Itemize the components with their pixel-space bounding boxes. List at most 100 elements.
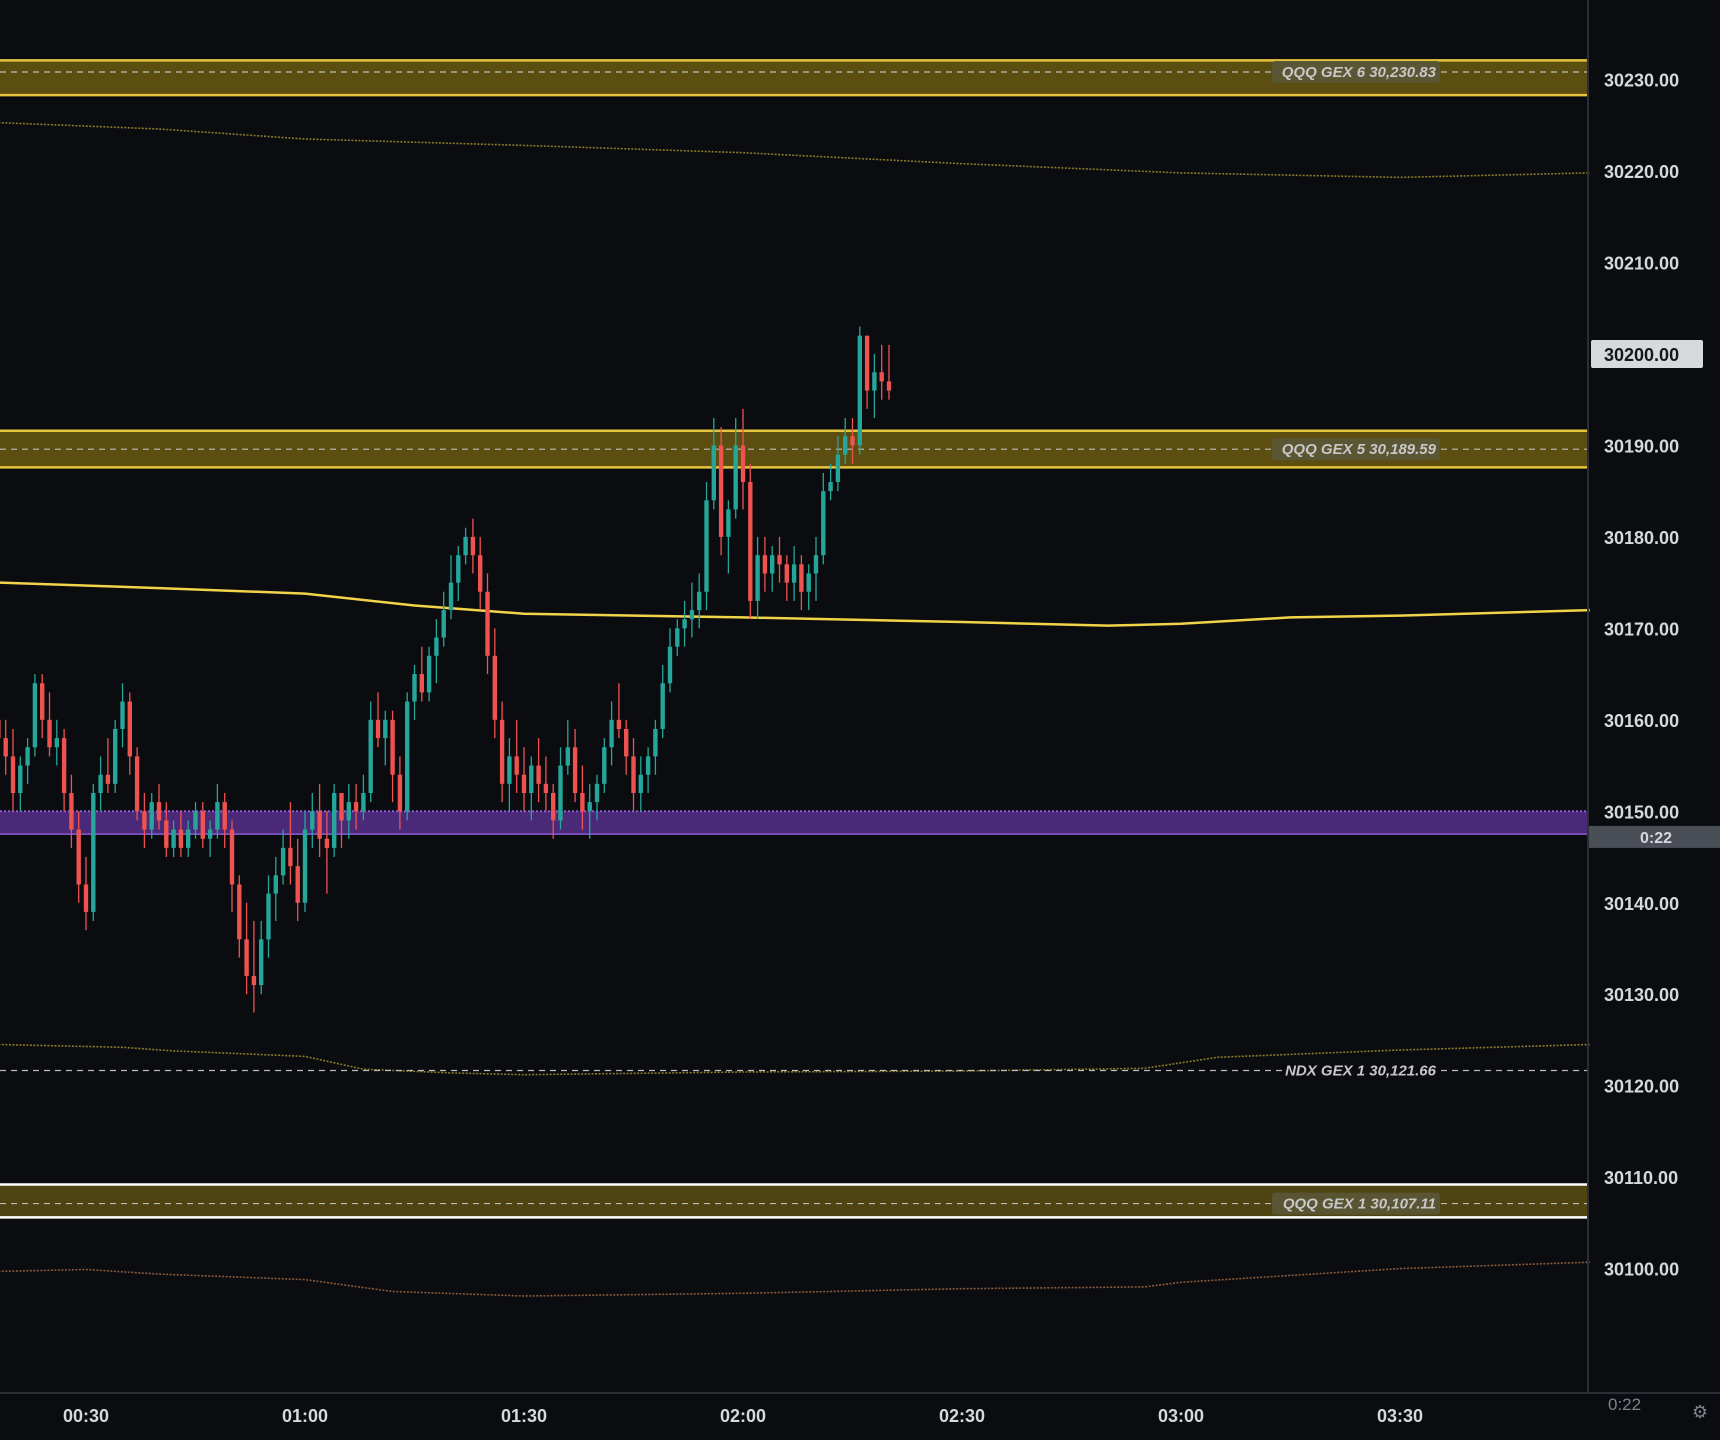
candle[interactable] bbox=[288, 802, 293, 885]
candle[interactable] bbox=[514, 719, 519, 793]
candle[interactable] bbox=[25, 738, 30, 784]
candle[interactable] bbox=[499, 701, 505, 803]
time-axis[interactable]: 00:30 01:00 01:30 02:00 02:30 03:00 03:30 bbox=[63, 1406, 1423, 1426]
candle[interactable] bbox=[134, 747, 140, 821]
candle[interactable] bbox=[770, 546, 775, 592]
candle[interactable] bbox=[864, 335, 870, 409]
candle[interactable] bbox=[667, 628, 673, 693]
candle[interactable] bbox=[682, 600, 687, 647]
candle[interactable] bbox=[251, 921, 257, 1013]
candle[interactable] bbox=[726, 500, 731, 574]
candle[interactable] bbox=[711, 417, 716, 510]
candle[interactable] bbox=[419, 646, 424, 702]
candle[interactable] bbox=[857, 326, 862, 455]
candle[interactable] bbox=[149, 792, 154, 839]
candle[interactable] bbox=[237, 875, 242, 958]
candle[interactable] bbox=[207, 820, 213, 858]
candle[interactable] bbox=[295, 838, 300, 922]
candle[interactable] bbox=[587, 783, 592, 839]
candle[interactable] bbox=[412, 664, 417, 720]
candle[interactable] bbox=[171, 820, 176, 858]
candle[interactable] bbox=[806, 564, 811, 611]
candle[interactable] bbox=[886, 344, 892, 400]
candle[interactable] bbox=[397, 756, 403, 830]
candle[interactable] bbox=[69, 774, 74, 848]
candle[interactable] bbox=[463, 527, 468, 565]
candle[interactable] bbox=[697, 573, 702, 629]
candle[interactable] bbox=[186, 820, 191, 858]
candle[interactable] bbox=[492, 628, 497, 739]
candle[interactable] bbox=[609, 701, 614, 766]
candle[interactable] bbox=[507, 738, 512, 812]
candle[interactable] bbox=[821, 472, 826, 565]
gear-icon[interactable]: ⚙ bbox=[1691, 1402, 1709, 1422]
candle[interactable] bbox=[565, 719, 570, 775]
candle[interactable] bbox=[843, 417, 848, 464]
candle[interactable] bbox=[470, 518, 476, 574]
candle[interactable] bbox=[273, 857, 278, 922]
candle[interactable] bbox=[594, 774, 600, 821]
candle[interactable] bbox=[353, 783, 359, 830]
candle[interactable] bbox=[485, 573, 490, 675]
candle[interactable] bbox=[280, 829, 286, 885]
candle[interactable] bbox=[835, 436, 841, 492]
candle[interactable] bbox=[660, 664, 665, 739]
candle[interactable] bbox=[478, 536, 483, 611]
candle[interactable] bbox=[624, 719, 629, 775]
candle[interactable] bbox=[317, 783, 322, 858]
candle[interactable] bbox=[572, 728, 578, 803]
candle[interactable] bbox=[156, 783, 162, 830]
candle[interactable] bbox=[784, 555, 789, 601]
candle[interactable] bbox=[551, 783, 556, 839]
candle[interactable] bbox=[0, 702, 1, 757]
candle[interactable] bbox=[879, 344, 884, 400]
candle[interactable] bbox=[638, 756, 643, 812]
candle[interactable] bbox=[689, 582, 695, 638]
candle[interactable] bbox=[426, 646, 432, 702]
candle[interactable] bbox=[748, 463, 753, 620]
candle[interactable] bbox=[653, 719, 658, 775]
candle[interactable] bbox=[266, 875, 271, 958]
candle[interactable] bbox=[813, 536, 819, 601]
candle[interactable] bbox=[448, 555, 454, 620]
candle[interactable] bbox=[310, 792, 315, 848]
candle[interactable] bbox=[375, 692, 381, 748]
candle[interactable] bbox=[405, 692, 410, 821]
candle[interactable] bbox=[791, 546, 797, 601]
candle[interactable] bbox=[178, 811, 184, 858]
candle[interactable] bbox=[32, 674, 38, 757]
candle[interactable] bbox=[200, 802, 205, 848]
candle[interactable] bbox=[244, 902, 249, 995]
candle[interactable] bbox=[441, 591, 446, 647]
candle[interactable] bbox=[383, 710, 388, 766]
candle[interactable] bbox=[215, 783, 220, 839]
candle[interactable] bbox=[799, 555, 804, 611]
candle[interactable] bbox=[164, 802, 169, 858]
candle[interactable] bbox=[324, 811, 330, 894]
candles[interactable] bbox=[0, 326, 892, 1013]
candle[interactable] bbox=[536, 738, 541, 803]
candle[interactable] bbox=[704, 482, 709, 611]
candle[interactable] bbox=[10, 728, 16, 812]
candle[interactable] bbox=[346, 783, 351, 839]
candle[interactable] bbox=[18, 756, 23, 812]
candle[interactable] bbox=[127, 692, 132, 775]
candle[interactable] bbox=[777, 536, 782, 583]
candle[interactable] bbox=[332, 783, 337, 858]
candle[interactable] bbox=[142, 792, 147, 848]
candle[interactable] bbox=[54, 719, 59, 766]
candle[interactable] bbox=[872, 353, 877, 418]
candle[interactable] bbox=[105, 738, 111, 793]
candle[interactable] bbox=[368, 701, 373, 803]
candle[interactable] bbox=[40, 674, 45, 739]
candle[interactable] bbox=[302, 811, 308, 912]
candle[interactable] bbox=[434, 619, 439, 684]
price-axis[interactable]: 30230.00 30220.00 30210.00 30200.00 30190.00… bbox=[1604, 71, 1679, 1280]
candle[interactable] bbox=[339, 792, 344, 848]
candle[interactable] bbox=[755, 536, 760, 620]
candle[interactable] bbox=[120, 683, 125, 748]
candle[interactable] bbox=[3, 719, 8, 775]
candle[interactable] bbox=[558, 747, 563, 830]
candle[interactable] bbox=[229, 820, 235, 912]
